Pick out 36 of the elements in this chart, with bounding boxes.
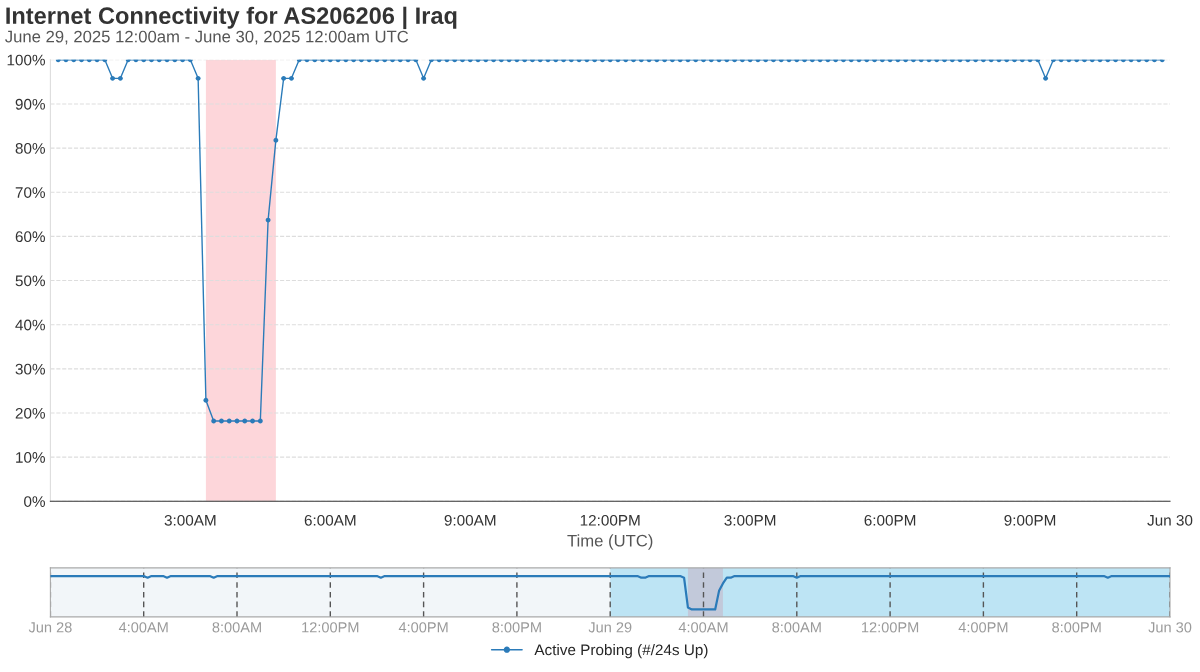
x-tick-label: 12:00PM (862, 622, 919, 633)
x-tick-label: 8:00PM (1052, 622, 1101, 633)
y-tick-label: 20% (15, 407, 45, 419)
x-tick-label: 6:00AM (304, 514, 356, 526)
y-tick-label: 60% (15, 231, 45, 243)
x-tick-label: 9:00AM (444, 514, 496, 526)
x-tick-label: 8:00PM (492, 622, 541, 633)
y-tick-label: 80% (15, 142, 45, 154)
y-tick-label: 90% (15, 98, 45, 110)
y-tick-label: 30% (15, 363, 45, 375)
x-tick-label: 8:00AM (772, 622, 821, 633)
x-tick-label: 9:00PM (1004, 514, 1056, 526)
x-tick-label: 12:00PM (580, 514, 640, 526)
x-tick-label: Jun 29 (588, 622, 632, 633)
y-tick-label: 40% (15, 319, 45, 331)
legend-label: Active Probing (#/24s Up) (534, 644, 708, 659)
chart-subtitle: June 29, 2025 12:00am - June 30, 2025 12:00am UTC (5, 30, 409, 45)
x-axis-title: Time (UTC) (567, 534, 653, 550)
x-tick-label: 4:00PM (958, 622, 1008, 633)
x-tick-label: Jun 28 (28, 622, 72, 633)
x-tick-label: 3:00PM (724, 514, 776, 526)
x-tick-label: 4:00AM (678, 622, 728, 633)
x-tick-label: 4:00AM (118, 622, 168, 633)
y-tick-label: 10% (16, 452, 45, 463)
y-tick-label: 100% (7, 54, 45, 66)
x-tick-label: 3:00AM (164, 514, 216, 526)
x-tick-label: 6:00PM (864, 514, 916, 526)
x-tick-label: 8:00AM (212, 622, 261, 633)
y-tick-label: 0% (24, 496, 45, 507)
x-tick-label: 4:00PM (398, 622, 448, 633)
chart-title: Internet Connectivity for AS206206 | Iraq (6, 6, 457, 30)
x-tick-label: Jun 30 (1148, 622, 1192, 633)
x-tick-label: 12:00PM (302, 622, 359, 633)
y-tick-label: 50% (15, 275, 45, 287)
y-tick-label: 70% (15, 187, 45, 198)
x-tick-label: Jun 30 (1147, 514, 1193, 526)
